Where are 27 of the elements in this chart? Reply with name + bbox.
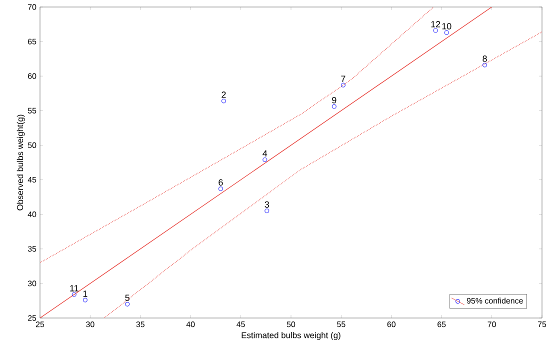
point — [433, 28, 438, 33]
annotation: 11 — [70, 285, 78, 292]
annotation: 5 — [125, 294, 130, 301]
annotation: 10 — [442, 23, 452, 30]
annotation: 9 — [332, 96, 336, 104]
annotation: 1 — [83, 290, 88, 297]
x-axis-title: Estimated bulbs weight (g) — [242, 332, 340, 340]
point — [82, 298, 88, 302]
point — [218, 186, 224, 192]
line-series — [104, 32, 542, 318]
point — [262, 157, 268, 162]
annotation: 4 — [262, 150, 268, 157]
annotation: 2 — [222, 92, 226, 98]
y-axis-title: Observed bulbs weight(g) — [16, 114, 25, 210]
annotation: 7 — [341, 76, 346, 82]
point — [221, 98, 226, 104]
point — [125, 302, 130, 306]
annotation: 12 — [431, 21, 440, 28]
point — [482, 62, 488, 68]
annotation: 8 — [482, 56, 487, 62]
point — [444, 30, 449, 35]
annotation: 3 — [264, 201, 270, 208]
point — [340, 82, 346, 88]
point — [264, 208, 270, 214]
point — [332, 104, 336, 109]
annotation: 6 — [218, 179, 223, 186]
point — [72, 292, 76, 297]
